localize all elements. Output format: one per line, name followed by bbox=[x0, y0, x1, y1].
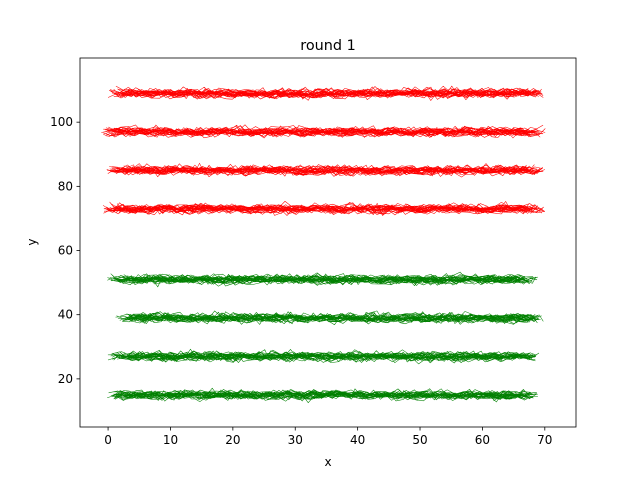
series-line bbox=[116, 164, 529, 177]
series-line bbox=[121, 86, 542, 100]
series-bundle bbox=[106, 162, 546, 178]
x-tick-label: 30 bbox=[288, 433, 303, 447]
x-tick-label: 40 bbox=[350, 433, 365, 447]
series-line bbox=[113, 202, 532, 216]
x-tick-label: 20 bbox=[225, 433, 240, 447]
series-line bbox=[105, 124, 541, 138]
y-tick-label: 80 bbox=[58, 179, 73, 193]
y-tick-label: 100 bbox=[50, 115, 73, 129]
series-line bbox=[125, 387, 522, 400]
series-line bbox=[122, 313, 531, 323]
series-line bbox=[111, 164, 535, 176]
series-bundle bbox=[102, 200, 545, 217]
y-tick-label: 20 bbox=[58, 372, 73, 386]
series-line bbox=[128, 273, 521, 285]
series-line bbox=[107, 89, 537, 99]
series-bundle bbox=[101, 124, 546, 139]
series-line bbox=[104, 126, 540, 137]
series-line bbox=[106, 164, 542, 178]
x-tick-label: 10 bbox=[163, 433, 178, 447]
series-line bbox=[123, 389, 537, 404]
series-line bbox=[118, 87, 539, 101]
series-line bbox=[108, 88, 535, 100]
x-tick-label: 70 bbox=[537, 433, 552, 447]
chart-title: round 1 bbox=[300, 38, 356, 54]
plot-frame bbox=[79, 57, 577, 428]
series-bundle bbox=[107, 348, 540, 365]
series-line bbox=[129, 311, 539, 325]
series-line bbox=[111, 350, 536, 363]
series-line bbox=[112, 351, 536, 362]
series-line bbox=[109, 86, 540, 99]
series-bundle bbox=[107, 271, 538, 288]
series-line bbox=[117, 273, 529, 287]
series-line bbox=[112, 273, 538, 284]
series-layer bbox=[101, 85, 546, 404]
series-line bbox=[126, 311, 528, 324]
x-axis-label: x bbox=[324, 455, 331, 469]
series-line bbox=[110, 86, 534, 99]
series-line bbox=[113, 389, 538, 401]
series-line bbox=[106, 204, 530, 214]
y-axis-label: y bbox=[25, 238, 39, 245]
series-bundle bbox=[115, 310, 544, 326]
x-tick-label: 60 bbox=[475, 433, 490, 447]
y-tick-label: 40 bbox=[58, 308, 73, 322]
x-tick-label: 50 bbox=[412, 433, 427, 447]
series-line bbox=[124, 350, 534, 363]
series-line bbox=[112, 273, 534, 285]
series-line bbox=[120, 164, 528, 178]
x-axis: 0 10 20 30 40 50 60 70 bbox=[104, 427, 552, 447]
series-line bbox=[122, 391, 537, 403]
y-axis: 20 40 60 80 100 bbox=[50, 115, 80, 386]
x-tick-label: 0 bbox=[104, 433, 112, 447]
series-line bbox=[113, 125, 534, 138]
series-line bbox=[115, 273, 525, 287]
y-tick-label: 60 bbox=[58, 244, 73, 258]
series-line bbox=[116, 204, 538, 214]
series-line bbox=[114, 388, 533, 400]
series-line bbox=[103, 126, 541, 137]
series-line bbox=[110, 390, 530, 401]
series-line bbox=[121, 273, 528, 286]
series-line bbox=[108, 388, 530, 402]
series-bundle bbox=[107, 85, 544, 101]
series-line bbox=[125, 311, 535, 324]
series-line bbox=[121, 351, 530, 363]
series-line bbox=[119, 125, 546, 137]
series-line bbox=[128, 311, 536, 325]
series-line bbox=[112, 87, 526, 99]
series-line bbox=[126, 163, 532, 177]
series-line bbox=[113, 202, 544, 215]
series-line bbox=[124, 164, 532, 177]
series-line bbox=[107, 164, 527, 176]
series-bundle bbox=[107, 387, 538, 404]
